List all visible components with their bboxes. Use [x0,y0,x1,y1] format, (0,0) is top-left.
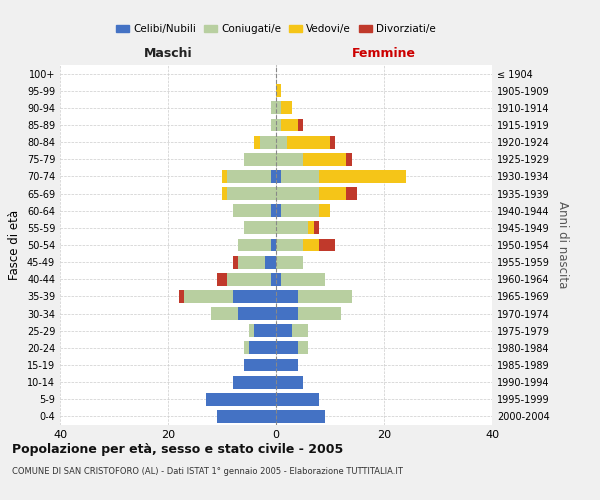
Bar [254,324,276,337]
Bar [281,170,319,183]
Bar [244,358,276,372]
Bar [233,376,276,388]
Bar [276,273,281,285]
Text: Popolazione per età, sesso e stato civile - 2005: Popolazione per età, sesso e stato civil… [12,442,343,456]
Legend: Celibi/Nubili, Coniugati/e, Vedovi/e, Divorziati/e: Celibi/Nubili, Coniugati/e, Vedovi/e, Di… [112,20,440,38]
Bar [276,290,298,303]
Bar [298,118,303,132]
Bar [276,324,292,337]
Bar [276,222,308,234]
Bar [287,136,330,148]
Bar [271,170,276,183]
Bar [303,238,319,252]
Bar [298,342,308,354]
Bar [271,204,276,217]
Text: COMUNE DI SAN CRISTOFORO (AL) - Dati ISTAT 1° gennaio 2005 - Elaborazione TUTTIT: COMUNE DI SAN CRISTOFORO (AL) - Dati IST… [12,468,403,476]
Bar [330,136,335,148]
Bar [254,136,260,148]
Bar [222,170,227,183]
Bar [179,290,184,303]
Bar [276,187,319,200]
Bar [211,307,238,320]
Bar [238,238,271,252]
Bar [238,256,265,268]
Bar [260,136,276,148]
Bar [281,273,325,285]
Bar [276,410,325,423]
Bar [227,273,271,285]
Bar [233,290,276,303]
Bar [346,153,352,166]
Bar [319,238,335,252]
Bar [319,204,330,217]
Bar [271,118,276,132]
Bar [249,324,254,337]
Bar [276,342,298,354]
Bar [271,238,276,252]
Y-axis label: Anni di nascita: Anni di nascita [556,202,569,288]
Bar [217,410,276,423]
Bar [244,222,276,234]
Bar [217,273,227,285]
Text: Maschi: Maschi [143,47,193,60]
Bar [308,222,314,234]
Bar [206,393,276,406]
Bar [276,170,281,183]
Bar [346,187,357,200]
Bar [244,153,276,166]
Bar [276,102,281,114]
Bar [319,187,346,200]
Bar [276,256,303,268]
Bar [271,102,276,114]
Bar [281,102,292,114]
Bar [233,204,271,217]
Bar [276,118,281,132]
Bar [281,118,298,132]
Bar [292,324,308,337]
Bar [238,307,276,320]
Bar [222,187,227,200]
Bar [276,204,281,217]
Bar [249,342,276,354]
Bar [276,307,298,320]
Y-axis label: Fasce di età: Fasce di età [8,210,21,280]
Bar [276,238,303,252]
Bar [271,273,276,285]
Bar [276,393,319,406]
Bar [276,136,287,148]
Bar [319,170,406,183]
Bar [298,307,341,320]
Bar [227,187,276,200]
Bar [276,376,303,388]
Bar [276,153,303,166]
Bar [276,84,281,97]
Bar [265,256,276,268]
Bar [314,222,319,234]
Text: Femmine: Femmine [352,47,416,60]
Bar [244,342,249,354]
Bar [233,256,238,268]
Bar [303,153,346,166]
Bar [227,170,271,183]
Bar [276,358,298,372]
Bar [184,290,233,303]
Bar [298,290,352,303]
Bar [281,204,319,217]
